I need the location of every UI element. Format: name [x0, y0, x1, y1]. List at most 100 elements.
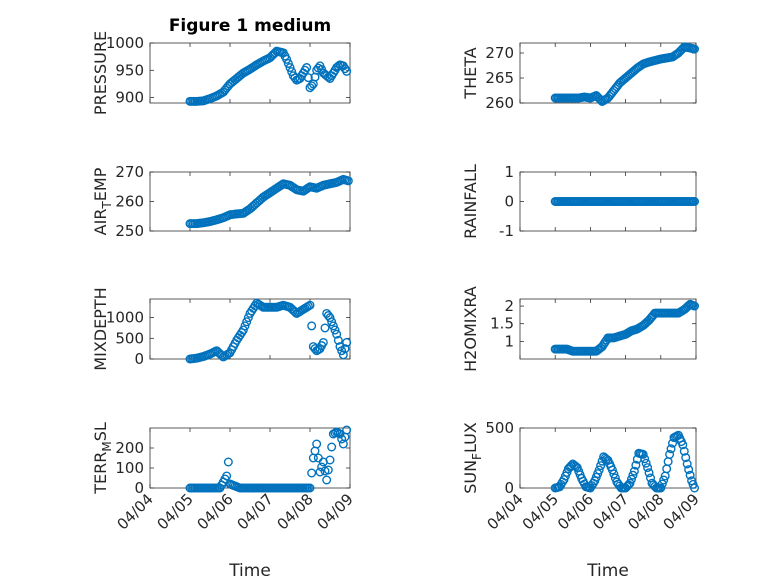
data-point [596, 461, 606, 471]
y-tick-label: 500 [115, 329, 144, 347]
data-point [325, 313, 335, 323]
y-tick-label: 100 [115, 459, 144, 477]
data-point [659, 475, 669, 485]
y-axis-label-main: PRESSURE [91, 31, 110, 115]
data-point [335, 342, 345, 352]
y-axis-label: THETA [461, 47, 480, 99]
data-point [240, 321, 250, 331]
data-point [690, 196, 700, 206]
data-point [333, 335, 343, 345]
y-tick-label: 0 [504, 193, 514, 211]
data-point [223, 457, 233, 467]
data-point [629, 466, 639, 476]
data-point [681, 453, 691, 463]
data-point [307, 321, 317, 331]
data-point [643, 463, 653, 473]
y-tick-label: 265 [485, 69, 514, 87]
data-point [318, 337, 328, 347]
data-point [666, 444, 676, 454]
axes-frame [149, 427, 351, 489]
data-point [222, 471, 232, 481]
axes-frame [519, 298, 697, 360]
y-tick-label: 950 [115, 61, 144, 79]
data-point [631, 460, 641, 470]
y-tick-label: 900 [115, 89, 144, 107]
data-series [185, 298, 352, 364]
data-point [303, 301, 313, 311]
y-tick-label: 1 [504, 332, 514, 350]
data-point [323, 465, 333, 475]
y-axis-label: MIXDEPTH [91, 287, 110, 370]
data-point [282, 54, 292, 64]
data-point [690, 44, 700, 54]
data-point [315, 467, 325, 477]
y-tick-label: 270 [485, 44, 514, 62]
data-point [303, 183, 313, 193]
data-point [607, 465, 617, 475]
y-axis-label-main: AIR [91, 209, 110, 236]
data-point [305, 300, 315, 310]
x-axis-label: Time [586, 561, 629, 581]
data-point [322, 475, 332, 485]
data-point [285, 63, 295, 73]
data-point [332, 329, 342, 339]
data-point [338, 350, 348, 360]
data-point [302, 63, 312, 73]
data-series [185, 174, 353, 229]
data-point [312, 439, 322, 449]
y-tick-label: 0 [134, 479, 144, 497]
y-tick-label: 0 [134, 350, 144, 368]
y-axis-label-subscript: M [100, 441, 114, 451]
data-point [679, 446, 689, 456]
y-tick-label: 270 [115, 163, 144, 181]
y-tick-label: -1 [499, 222, 514, 240]
y-tick-label: 200 [115, 439, 144, 457]
data-series [550, 196, 700, 206]
data-series [550, 430, 700, 493]
y-tick-label: 1.5 [490, 315, 514, 333]
x-axis-label: Time [228, 561, 271, 581]
data-point [307, 81, 317, 91]
data-point [343, 176, 353, 186]
data-point [682, 459, 692, 469]
y-axis-label: RAINFALL [461, 164, 480, 239]
data-point [342, 425, 352, 435]
data-series [185, 46, 352, 106]
data-point [571, 461, 581, 471]
data-point [325, 455, 335, 465]
data-point [690, 301, 700, 311]
data-point [327, 442, 337, 452]
y-tick-label: 0 [504, 479, 514, 497]
data-point [641, 458, 651, 468]
subplot-4: -1 0 1 RAINFALL [461, 163, 700, 240]
data-point [327, 317, 337, 327]
data-point [342, 66, 352, 76]
data-point [330, 325, 340, 335]
y-tick-label: 1 [504, 163, 514, 181]
y-tick-label: 500 [485, 419, 514, 437]
y-axis-label-main: THETA [461, 47, 480, 99]
data-point [340, 344, 350, 354]
data-point [665, 449, 675, 459]
subplot-2: 260 265 270 THETA [461, 42, 700, 112]
data-point [684, 465, 694, 475]
data-point [690, 483, 700, 493]
data-series [185, 425, 352, 493]
data-point [303, 73, 313, 83]
data-series [550, 299, 700, 356]
y-axis-label-subscript: F [470, 453, 484, 460]
y-axis-label-main: MIXDEPTH [91, 287, 110, 370]
data-point [685, 470, 695, 480]
axes-frame [149, 171, 351, 232]
data-point [283, 58, 293, 68]
data-point [305, 483, 315, 493]
data-point [626, 474, 636, 484]
data-point [638, 449, 648, 459]
y-axis-label-main: SUN [461, 460, 480, 494]
y-axis-label-rest: LUX [461, 422, 480, 453]
y-axis-label-rest: SL [91, 422, 110, 441]
y-tick-label: 250 [115, 222, 144, 240]
